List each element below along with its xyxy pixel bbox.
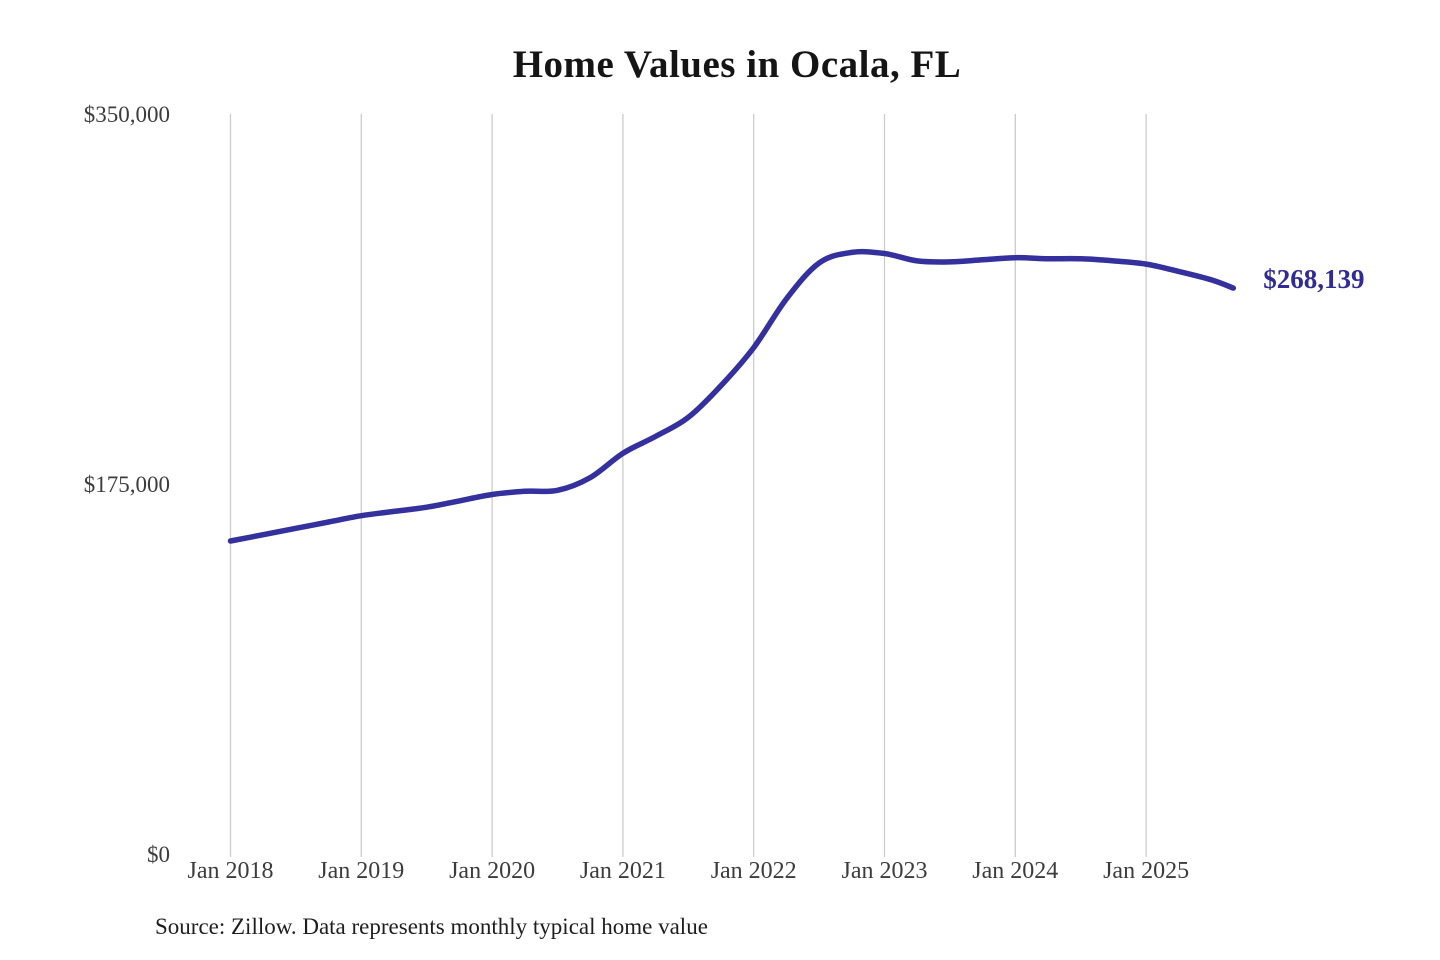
x-tick-label: Jan 2018 (187, 858, 274, 884)
home-value-line (227, 248, 1237, 544)
y-tick-label: $175,000 (83, 472, 170, 497)
y-tick-label: $350,000 (83, 102, 170, 127)
x-tick-label: Jan 2020 (449, 858, 536, 884)
x-tick-label: Jan 2024 (972, 858, 1059, 884)
x-tick-label: Jan 2019 (318, 858, 405, 884)
x-tick-label: Jan 2025 (1103, 858, 1190, 884)
chart-title: Home Values in Ocala, FL (512, 43, 962, 86)
source-note: Source: Zillow. Data represents monthly … (155, 914, 708, 939)
latest-value-label: $268,139 (1263, 264, 1365, 295)
x-tick-label: Jan 2021 (579, 858, 666, 884)
x-tick-label: Jan 2022 (710, 858, 797, 884)
x-tick-label: Jan 2023 (841, 858, 928, 884)
y-tick-label: $0 (147, 842, 170, 867)
